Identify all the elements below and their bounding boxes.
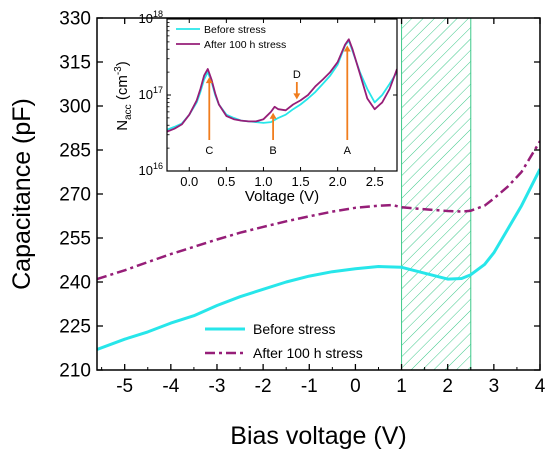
main-y-tick-label: 270 [59, 185, 91, 206]
annotation-arrow-b [269, 112, 277, 140]
main-y-tick-label: 285 [59, 141, 91, 162]
inset-legend: Before stress After 100 h stress [176, 24, 286, 51]
main-x-tick-label: -2 [255, 376, 272, 397]
main-series-line-after [97, 140, 540, 281]
main-x-tick-label: -4 [162, 376, 179, 397]
annotation-arrow-a [343, 45, 351, 140]
annotation-label-a: A [344, 145, 352, 157]
inset-legend-label-after: After 100 h stress [204, 39, 286, 51]
annotation-label-c: C [205, 145, 213, 157]
inset-y-tick-label: 1018 [139, 9, 163, 26]
inset-x-tick-label: 0.0 [180, 174, 198, 189]
main-x-tick-label: -5 [116, 376, 133, 397]
main-x-tick-label: -1 [301, 376, 318, 397]
main-x-tick-label: 2 [442, 376, 453, 397]
annotation-label-b: B [269, 145, 276, 157]
main-x-tick-label: 3 [489, 376, 500, 397]
legend-label-after: After 100 h stress [253, 345, 363, 361]
main-y-tick-label: 210 [59, 361, 91, 382]
inset-y-tick-label: 1016 [139, 161, 163, 178]
main-y-tick-label: 225 [59, 317, 91, 338]
main-y-tick-label: 240 [59, 273, 91, 294]
inset-x-tick-label: 0.5 [217, 174, 235, 189]
inset-y-axis-title-unit: (cm [114, 75, 131, 104]
inset-x-axis-title: Voltage (V) [245, 188, 319, 205]
main-y-tick-label: 330 [59, 9, 91, 30]
main-plot: -5 -4 -3 -2 -1 0 1 2 3 4 210 225 240 255 270 285 300 315… [8, 9, 546, 451]
main-series-line-before [97, 168, 540, 351]
main-y-tick-label: 315 [59, 53, 91, 74]
inset-series-line-after [167, 38, 397, 133]
main-x-tick-label: 1 [396, 376, 407, 397]
inset-x-tick-label: 1.0 [254, 174, 272, 189]
inset-y-axis-title-main: N [114, 120, 131, 131]
main-x-tick-label: -3 [209, 376, 226, 397]
annotation-arrow-c [205, 77, 213, 140]
main-x-tick-label: 0 [350, 376, 361, 397]
inset-y-axis-title-sub: acc [123, 104, 134, 120]
annotation-arrow-d [293, 82, 301, 100]
main-legend: Before stress After 100 h stress [205, 321, 363, 361]
main-y-axis-title: Capacitance (pF) [8, 98, 36, 290]
inset-x-tick-label: 1.5 [292, 174, 310, 189]
inset-background [167, 19, 397, 171]
inset-x-tick-label: 2.0 [329, 174, 347, 189]
main-x-tick-label: 4 [535, 376, 546, 397]
main-x-axis-title: Bias voltage (V) [230, 422, 406, 450]
annotation-label-d: D [293, 69, 301, 81]
hatched-region [401, 18, 472, 370]
legend-label-before: Before stress [253, 321, 335, 337]
inset-y-axis-title-unit-exp: -3 [113, 66, 124, 75]
inset-x-tick-label: 2.5 [366, 174, 384, 189]
main-y-tick-label: 255 [59, 229, 91, 250]
inset-y-tick-label: 1017 [139, 85, 163, 102]
inset-plot: C B D A 0.0 0.5 1.0 1.5 2.0 2.5 1016 1017 1018 Vol… [113, 9, 398, 205]
main-y-tick-label: 300 [59, 97, 91, 118]
inset-y-axis-title-unit-end: ) [114, 61, 131, 66]
inset-legend-label-before: Before stress [204, 24, 266, 36]
inset-y-axis-title: Nacc (cm-3) [113, 61, 134, 130]
